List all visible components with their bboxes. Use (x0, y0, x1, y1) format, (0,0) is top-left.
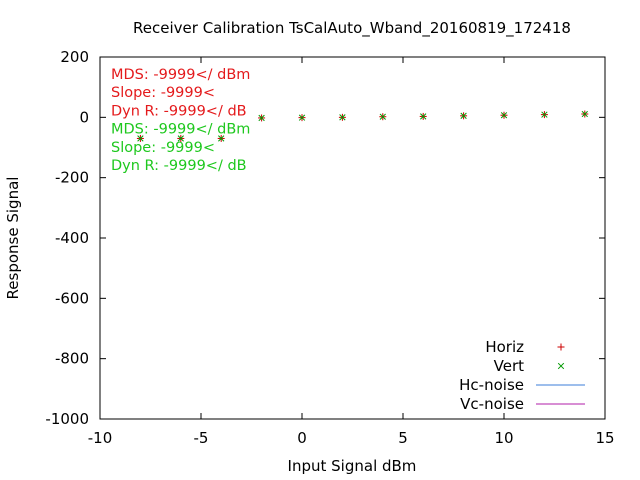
data-points (136, 110, 589, 142)
x-tick-label: 5 (398, 429, 408, 447)
vert-point (137, 135, 144, 142)
legend-label: Vert (494, 357, 524, 375)
vert-point (541, 111, 548, 118)
stats-annotation: MDS: -9999</ dBm (111, 122, 250, 138)
stats-annotation: Slope: -9999< (111, 85, 215, 101)
stats-annotation: Dyn R: -9999</ dB (111, 158, 247, 174)
vert-point (581, 110, 588, 118)
x-tick-label: -5 (194, 429, 209, 447)
x-tick-label: 0 (297, 429, 307, 447)
y-tick-label: -600 (55, 289, 89, 307)
chart-title: Receiver Calibration TsCalAuto_Wband_201… (133, 19, 571, 38)
vert-point (339, 114, 346, 121)
vert-point (218, 135, 225, 142)
vert-point (177, 135, 184, 142)
y-tick-label: -800 (55, 350, 89, 368)
legend-label: Hc-noise (459, 376, 524, 394)
annotations: MDS: -9999</ dBm Slope: -9999< Dyn R: -999… (111, 67, 250, 174)
vert-point (500, 112, 508, 119)
x-axis-label: Input Signal dBm (288, 457, 417, 475)
y-tick-label: 200 (60, 48, 89, 66)
x-tick-label: -10 (88, 429, 113, 447)
legend-swatch (557, 343, 565, 351)
x-tick-label: 10 (494, 429, 513, 447)
vert-point (379, 113, 386, 120)
legend-swatch (557, 362, 565, 370)
legend-label: Vc-noise (460, 395, 524, 413)
stats-annotation: MDS: -9999</ dBm (111, 67, 250, 83)
y-axis-label: Response Signal (4, 177, 22, 300)
vert-point (460, 112, 467, 119)
y-tick-label: -200 (55, 169, 89, 187)
vert-point (298, 114, 306, 121)
vert-point (420, 113, 427, 120)
y-tick-label: 0 (79, 108, 89, 126)
axis-ticks: -10 -5 0 5 10 15 200 0 -200 -400 -600 -800 -1000 (45, 48, 614, 447)
legend-label: Horiz (485, 338, 524, 356)
stats-annotation: Slope: -9999< (111, 140, 215, 156)
stats-annotation: Dyn R: -9999</ dB (111, 103, 247, 119)
y-tick-label: -1000 (45, 410, 89, 428)
x-tick-label: 15 (595, 429, 614, 447)
vert-point (258, 114, 265, 122)
y-tick-label: -400 (55, 229, 89, 247)
